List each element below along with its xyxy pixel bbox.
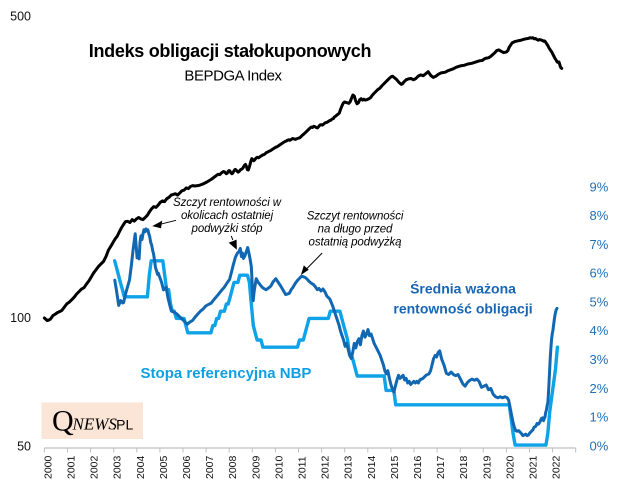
svg-text:0%: 0%: [590, 438, 609, 453]
svg-text:2012: 2012: [320, 455, 332, 479]
svg-text:4%: 4%: [590, 323, 609, 338]
svg-text:500: 500: [10, 10, 31, 24]
svg-text:2018: 2018: [458, 455, 470, 479]
svg-text:2006: 2006: [181, 455, 193, 479]
svg-text:2014: 2014: [366, 455, 378, 479]
svg-text:Średnia ważona: Średnia ważona: [410, 280, 516, 297]
svg-text:2009: 2009: [250, 455, 262, 479]
svg-text:50: 50: [17, 440, 31, 454]
svg-text:2000: 2000: [42, 455, 54, 479]
svg-text:9%: 9%: [590, 179, 609, 194]
svg-text:2015: 2015: [389, 455, 401, 479]
svg-text:podwyżki stóp: podwyżki stóp: [191, 223, 264, 235]
svg-text:2002: 2002: [89, 455, 101, 479]
svg-text:2007: 2007: [204, 455, 216, 479]
svg-text:2005: 2005: [158, 455, 170, 479]
svg-text:2019: 2019: [481, 455, 493, 479]
svg-text:2%: 2%: [590, 381, 609, 396]
svg-text:7%: 7%: [590, 237, 609, 252]
svg-text:3%: 3%: [590, 352, 609, 367]
svg-text:okolicach ostatniej: okolicach ostatniej: [181, 210, 274, 222]
svg-text:na długo przed: na długo przed: [318, 224, 393, 236]
svg-text:2008: 2008: [227, 455, 239, 479]
svg-text:8%: 8%: [590, 208, 609, 223]
svg-text:2020: 2020: [504, 455, 516, 479]
svg-text:2013: 2013: [343, 455, 355, 479]
svg-text:Stopa referencyjna NBP: Stopa referencyjna NBP: [141, 365, 312, 382]
svg-text:2004: 2004: [135, 455, 147, 479]
svg-text:Indeks obligacji stałokuponowy: Indeks obligacji stałokuponowych: [89, 41, 371, 61]
svg-text:NEWS: NEWS: [72, 415, 118, 434]
svg-text:2010: 2010: [273, 455, 285, 479]
svg-text:2016: 2016: [412, 455, 424, 479]
svg-text:Szczyt rentowności: Szczyt rentowności: [307, 211, 404, 223]
svg-text:2011: 2011: [297, 456, 309, 479]
svg-text:2021: 2021: [528, 455, 540, 479]
svg-text:.PL: .PL: [112, 417, 133, 433]
svg-text:rentowność obligacji: rentowność obligacji: [393, 301, 532, 317]
svg-text:6%: 6%: [590, 266, 609, 281]
svg-text:1%: 1%: [590, 410, 609, 425]
svg-text:2022: 2022: [551, 455, 563, 479]
svg-text:2017: 2017: [435, 455, 447, 479]
svg-text:ostatnią podwyżką: ostatnią podwyżką: [309, 237, 402, 249]
svg-text:Szczyt rentowności w: Szczyt rentowności w: [173, 197, 282, 209]
svg-text:2001: 2001: [66, 455, 78, 479]
svg-text:5%: 5%: [590, 295, 609, 310]
svg-text:BEPDGA Index: BEPDGA Index: [184, 68, 282, 85]
svg-text:Q: Q: [52, 405, 74, 438]
svg-text:2003: 2003: [112, 455, 124, 479]
svg-text:100: 100: [10, 311, 31, 325]
